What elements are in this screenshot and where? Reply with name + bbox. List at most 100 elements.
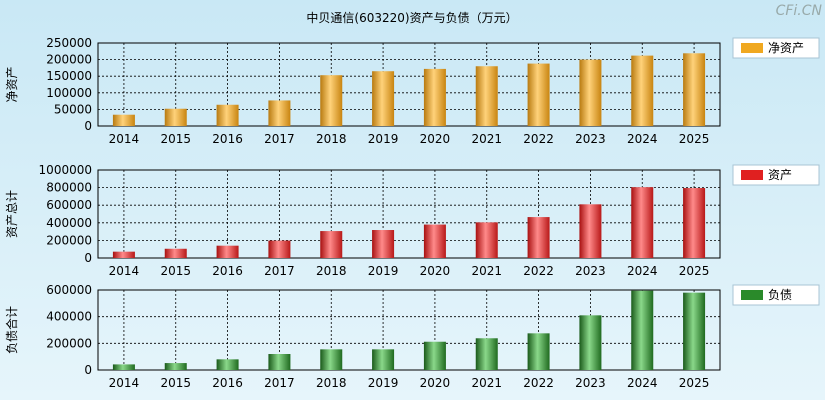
xtick-networth-2019: 2019 [368,132,399,146]
xtick-assets-2022: 2022 [523,264,554,278]
xtick-assets-2020: 2020 [420,264,451,278]
xtick-liab-2020: 2020 [420,376,451,390]
chart-liab: 0 200000 400000 600000 2014 2015 2016 2017 2018 2… [4,283,820,390]
bar-assets-2016 [216,245,239,258]
ytick-assets-5: 1000000 [39,163,92,177]
bar-assets-2018 [320,231,343,258]
plot-border-liab [97,289,721,371]
chart-assets: 0 200000 400000 600000 800000 1000000 2014 2015… [5,163,820,278]
bar-networth-2020 [423,68,446,126]
legend-label-networth: 净资产 [768,41,804,55]
xtick-liab-2025: 2025 [679,376,710,390]
xtick-liab-2015: 2015 [160,376,191,390]
ylabel-networth: 净资产 [5,66,19,102]
ytick-networth-4: 200000 [46,53,92,67]
bar-networth-2017 [268,100,291,126]
ytick-liab-0: 0 [84,363,92,377]
bar-networth-2018 [320,75,343,126]
xtick-assets-2024: 2024 [627,264,658,278]
chart-title: 中贝通信(603220)资产与负债（万元） [306,10,517,25]
xtick-networth-2016: 2016 [212,132,243,146]
ytick-assets-1: 200000 [46,233,92,247]
xtick-liab-2017: 2017 [264,376,295,390]
xtick-assets-2016: 2016 [212,264,243,278]
bar-assets-2015 [164,248,187,258]
bar-assets-2017 [268,240,291,258]
bar-assets-2019 [372,230,395,258]
legend-swatch-liab [741,290,763,300]
bar-assets-2024 [631,187,654,258]
bar-assets-2022 [527,217,550,258]
xtick-networth-2024: 2024 [627,132,658,146]
xtick-assets-2017: 2017 [264,264,295,278]
xtick-networth-2015: 2015 [160,132,191,146]
bar-liab-2025 [683,292,706,370]
ytick-networth-5: 250000 [46,36,92,50]
ytick-networth-0: 0 [84,119,92,133]
xtick-liab-2019: 2019 [368,376,399,390]
plot-area-networth [98,43,720,126]
xtick-assets-2018: 2018 [316,264,347,278]
xtick-liab-2024: 2024 [627,376,658,390]
ytick-liab-2: 400000 [46,310,92,324]
ytick-networth-1: 50000 [54,102,92,116]
xtick-assets-2014: 2014 [109,264,140,278]
bar-networth-2016 [216,104,239,126]
ytick-assets-4: 800000 [46,181,92,195]
ytick-liab-3: 600000 [46,283,92,297]
bar-networth-2014 [112,114,135,126]
xtick-networth-2014: 2014 [109,132,140,146]
bar-assets-2025 [683,188,706,258]
chart-networth: 0 50000 100000 150000 200000 250000 2014 2015 20… [5,36,820,146]
plot-border-networth [97,42,721,127]
bar-liab-2018 [320,349,343,370]
xtick-networth-2017: 2017 [264,132,295,146]
legend-label-liab: 负债 [768,288,792,302]
bar-liab-2020 [423,341,446,370]
legend-networth: 净资产 [732,37,820,59]
bar-networth-2024 [631,55,654,127]
ylabel-assets: 资产总计 [5,190,19,238]
bar-liab-2019 [372,349,395,370]
bar-assets-2023 [579,204,602,258]
xtick-liab-2023: 2023 [575,376,606,390]
xtick-assets-2019: 2019 [368,264,399,278]
xtick-networth-2025: 2025 [679,132,710,146]
bar-networth-2015 [164,108,187,126]
xtick-assets-2015: 2015 [160,264,191,278]
xtick-liab-2018: 2018 [316,376,347,390]
plot-area-assets [98,170,720,258]
legend-liab: 负债 [732,284,820,306]
bar-networth-2022 [527,63,550,126]
legend-label-assets: 资产 [768,168,792,182]
xtick-networth-2022: 2022 [523,132,554,146]
legend-swatch-networth [741,43,763,53]
bar-networth-2021 [475,66,498,126]
watermark: CFi.CN [776,3,823,19]
ytick-liab-1: 200000 [46,336,92,350]
charts-group: 0 50000 100000 150000 200000 250000 2014 2015 20… [4,36,820,390]
bar-liab-2022 [527,333,550,370]
xtick-liab-2022: 2022 [523,376,554,390]
bar-liab-2014 [112,364,135,370]
ylabel-liab: 负债合计 [4,306,19,354]
ytick-assets-0: 0 [84,251,92,265]
bar-assets-2020 [423,224,446,258]
bar-liab-2023 [579,315,602,370]
ytick-networth-2: 100000 [46,86,92,100]
xtick-assets-2023: 2023 [575,264,606,278]
legend-swatch-assets [741,170,763,180]
xtick-networth-2020: 2020 [420,132,451,146]
ytick-assets-3: 600000 [46,198,92,212]
legend-assets: 资产 [732,164,820,186]
bar-networth-2025 [683,53,706,126]
bar-networth-2019 [372,71,395,126]
xtick-assets-2021: 2021 [471,264,502,278]
ytick-assets-2: 400000 [46,216,92,230]
xtick-assets-2025: 2025 [679,264,710,278]
plot-border-assets [97,169,721,259]
xtick-liab-2016: 2016 [212,376,243,390]
bar-liab-2015 [164,363,187,370]
bar-liab-2016 [216,359,239,370]
